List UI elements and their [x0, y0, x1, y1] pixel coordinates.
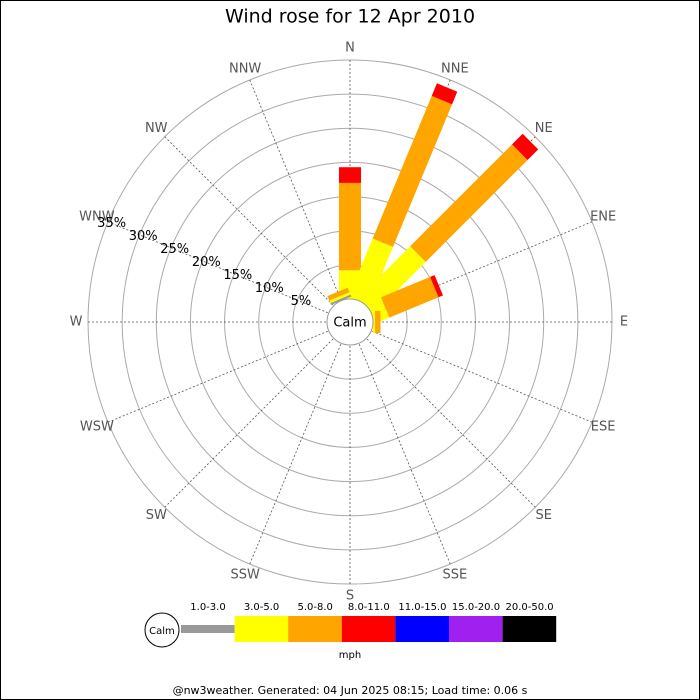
r-tick-label: 35%: [97, 216, 126, 231]
direction-label: N: [345, 41, 355, 56]
bar-segment: [410, 144, 528, 262]
unit-label: mph: [339, 650, 361, 661]
legend-label: 11.0-15.0: [398, 602, 446, 613]
bar-segment: [339, 167, 361, 183]
calm-label: Calm: [333, 316, 366, 331]
bar-segment: [375, 311, 381, 333]
direction-label: NW: [145, 121, 168, 136]
bar-segment: [339, 182, 361, 271]
grid-ring: [121, 93, 579, 551]
legend-label: 5.0-8.0: [297, 602, 332, 613]
chart-title: Wind rose for 12 Apr 2010: [225, 6, 475, 28]
legend-swatch: [181, 625, 235, 633]
direction-label: ENE: [590, 210, 616, 225]
legend-label: 1.0-3.0: [190, 602, 225, 613]
r-tick-label: 25%: [160, 242, 189, 257]
direction-label: S: [346, 589, 354, 604]
direction-label: E: [620, 315, 628, 330]
legend-label: 20.0-50.0: [506, 602, 554, 613]
r-tick-label: 20%: [192, 255, 221, 270]
bar-segment: [329, 292, 351, 304]
bar-segment: [512, 133, 539, 160]
direction-label: NNE: [441, 61, 469, 76]
legend-calm: [144, 612, 180, 648]
calm-circle: [326, 298, 374, 346]
legend-label: 8.0-11.0: [348, 602, 390, 613]
legend-calm-label: Calm: [149, 626, 175, 637]
bar-segment: [372, 95, 453, 247]
bar-segment: [372, 311, 376, 333]
grid-ring: [189, 161, 511, 483]
r-tick-label: 10%: [255, 281, 284, 296]
bar-segment: [348, 238, 394, 305]
legend-label: 15.0-20.0: [452, 602, 500, 613]
direction-label: W: [70, 315, 83, 330]
direction-label: SE: [536, 508, 552, 523]
direction-label: WSW: [80, 419, 114, 434]
direction-label: NE: [535, 121, 553, 136]
direction-label: SSE: [442, 568, 467, 583]
bar-segment: [367, 297, 390, 324]
bar-segment: [380, 276, 439, 318]
bar-segment: [358, 246, 426, 314]
direction-label: SW: [146, 508, 167, 523]
r-tick-label: 15%: [223, 268, 252, 283]
r-tick-label: 30%: [129, 229, 158, 244]
direction-label: SSW: [230, 568, 260, 583]
bar-segment: [330, 294, 352, 305]
direction-label: WNW: [79, 210, 115, 225]
direction-label: NNW: [229, 61, 261, 76]
legend-swatch: [502, 616, 557, 642]
legend-label: 3.0-5.0: [244, 602, 279, 613]
bar-segment: [431, 83, 458, 105]
legend-swatch: [395, 616, 449, 642]
direction-label: ESE: [591, 419, 616, 434]
bar-segment: [430, 275, 443, 298]
r-tick-label: 5%: [291, 294, 312, 309]
legend-swatch: [449, 616, 503, 642]
footer: @nw3weather. Generated: 04 Jun 2025 08:1…: [173, 684, 528, 697]
legend-swatch: [341, 616, 396, 642]
legend-swatch: [234, 616, 289, 642]
bar-segment: [327, 287, 350, 301]
legend-swatch: [288, 616, 342, 642]
